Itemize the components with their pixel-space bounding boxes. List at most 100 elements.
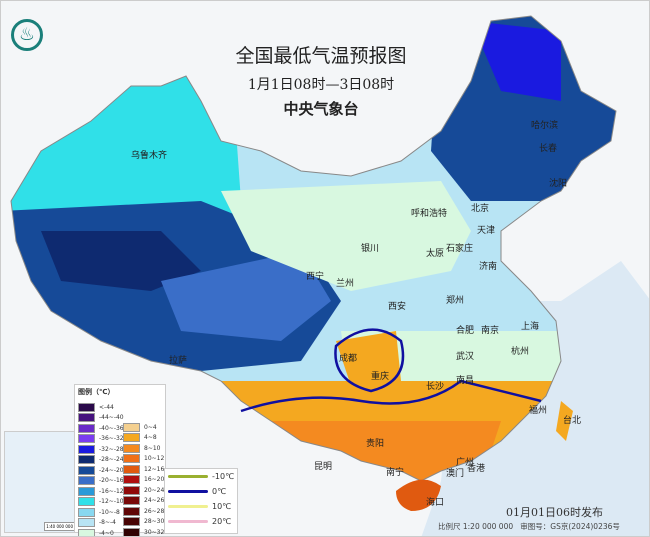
city-label: 石家庄	[446, 244, 474, 254]
isoline-item: 10℃	[165, 499, 237, 514]
forecast-period: 1月1日08时—3日08时	[247, 77, 395, 93]
legend-item: -32~-28	[78, 444, 124, 454]
legend-warm: 0~4 4~8 8~10 10~12 12~16 16~20 20~24 24~26 26~28…	[123, 422, 165, 536]
legend-title: 图例（℃）	[78, 388, 115, 396]
legend-label: 8~10	[144, 444, 161, 452]
city-label: 昆明	[314, 462, 333, 472]
isoline-swatch	[168, 520, 208, 523]
city-label: 杭州	[511, 347, 530, 357]
legend-swatch	[78, 434, 95, 443]
color-legend: 图例（℃） <-44 -44~-40 -40~-36 -36~-32 -32~-28 -2…	[74, 384, 166, 536]
legend-label: 28~30	[144, 518, 165, 525]
legend-label: 12~16	[144, 465, 165, 473]
legend-label: -12~-10	[99, 498, 124, 505]
city-label: 北京	[471, 204, 490, 214]
legend-label: -8~-4	[99, 519, 116, 526]
legend-label: -10~-8	[99, 508, 120, 516]
legend-label: 24~26	[144, 497, 165, 504]
city-label: 济南	[479, 262, 498, 272]
city-label: 西安	[388, 302, 407, 312]
isoline-0c	[334, 328, 405, 393]
legend-item: -16~-12	[78, 486, 124, 496]
city-label: 长沙	[426, 382, 445, 392]
city-label: 福州	[529, 406, 548, 416]
legend-item: -20~-16	[78, 476, 124, 486]
city-label: 贵阳	[366, 439, 385, 449]
legend-item: 30~32	[123, 527, 165, 536]
legend-swatch	[123, 433, 140, 442]
isoline-item: 0℃	[165, 484, 237, 499]
legend-label: 30~32	[144, 528, 165, 536]
legend-swatch	[78, 413, 95, 422]
legend-label: <-44	[99, 403, 114, 411]
city-label: 太原	[426, 249, 445, 259]
legend-item: -12~-10	[78, 497, 124, 507]
city-label: 郑州	[446, 296, 465, 306]
legend-swatch	[78, 476, 95, 485]
legend-swatch	[78, 465, 95, 475]
isoline-swatch	[168, 490, 208, 493]
isoline-label: 20℃	[212, 517, 232, 526]
city-label: 合肥	[456, 326, 475, 336]
legend-swatch	[78, 507, 95, 517]
city-label: 重庆	[371, 372, 390, 382]
city-label: 台北	[563, 416, 582, 426]
agency: 中央气象台	[283, 100, 359, 118]
legend-label: 10~12	[144, 455, 165, 462]
city-label: 澳门	[446, 469, 465, 479]
city-label: 海口	[426, 498, 445, 508]
legend-swatch	[123, 496, 140, 505]
legend-item: 16~20	[123, 475, 164, 485]
legend-item: -4~0	[78, 528, 124, 537]
legend-cold: <-44 -44~-40 -40~-36 -36~-32 -32~-28 -28~-24 -…	[78, 402, 124, 537]
legend-label: -32~-28	[99, 445, 124, 453]
isoline-swatch	[168, 505, 208, 508]
legend-swatch	[123, 517, 140, 526]
legend-label: -20~-16	[99, 477, 124, 484]
legend-label: -36~-32	[99, 435, 124, 442]
isoline-item: 20℃	[165, 514, 237, 529]
city-label: 南京	[481, 326, 500, 336]
city-label: 上海	[521, 322, 540, 332]
legend-item: -36~-32	[78, 434, 124, 444]
map-title: 全国最低气温预报图	[235, 45, 407, 67]
legend-item: 12~16	[123, 464, 164, 474]
legend-swatch	[78, 518, 95, 527]
legend-item: -40~-36	[78, 423, 124, 433]
city-label: 长春	[539, 144, 558, 154]
legend-item: -24~-20	[78, 465, 124, 475]
legend-item: 10~12	[123, 454, 164, 464]
review-number: 审图号：GS京(2024)0236号	[520, 522, 620, 531]
legend-item: 26~28	[123, 506, 164, 516]
publish-time: 01月01日06时发布	[506, 506, 603, 519]
legend-label: -44~-40	[99, 414, 124, 421]
isoline-item: -10℃	[165, 469, 237, 484]
legend-item: -10~-8	[78, 507, 124, 517]
legend-swatch	[78, 423, 95, 433]
legend-label: -28~-24	[99, 456, 124, 463]
legend-label: -4~0	[99, 529, 114, 537]
isoline-label: -10℃	[212, 472, 235, 481]
map-scale: 比例尺 1:20 000 000	[438, 522, 514, 531]
city-label: 武汉	[456, 352, 475, 362]
city-label: 成都	[339, 354, 358, 364]
taiwan	[556, 401, 573, 441]
city-label: 乌鲁木齐	[131, 151, 168, 161]
legend-item: 28~30	[123, 517, 164, 527]
legend-swatch	[78, 528, 95, 536]
map-footer: 比例尺 1:20 000 000 审图号：GS京(2024)0236号	[438, 521, 620, 532]
city-label: 哈尔滨	[531, 121, 559, 131]
legend-swatch	[123, 464, 140, 474]
city-label: 南昌	[456, 376, 475, 386]
legend-swatch	[78, 444, 95, 454]
legend-swatch	[78, 497, 95, 506]
legend-swatch	[123, 475, 140, 484]
map-header: 全国最低气温预报图 1月1日08时—3日08时 中央气象台	[201, 41, 441, 119]
isoline-label: 10℃	[212, 502, 232, 511]
city-label: 银川	[361, 244, 380, 254]
city-label: 南宁	[386, 468, 405, 478]
legend-item: -8~-4	[78, 518, 124, 528]
legend-item: 24~26	[123, 496, 164, 506]
hainan	[396, 479, 441, 511]
